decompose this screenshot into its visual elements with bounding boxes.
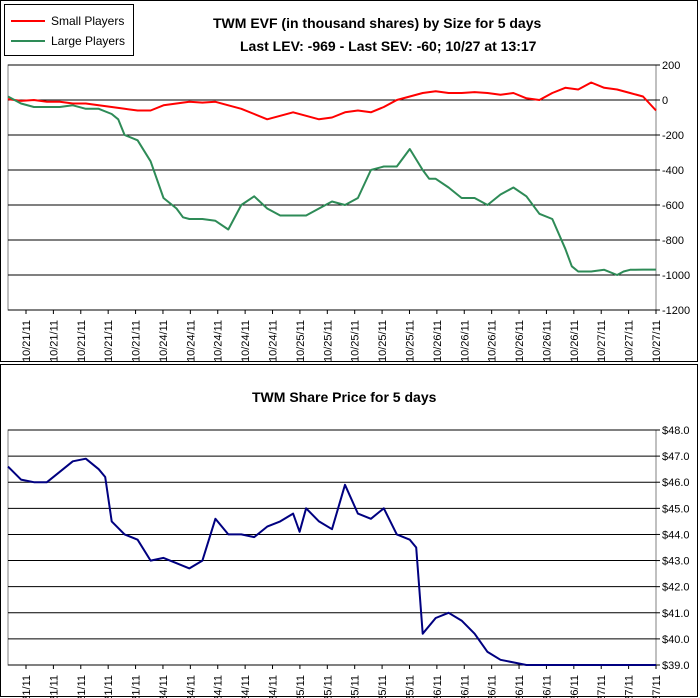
series-line — [7, 457, 656, 666]
evf-chart-plot: -1200 -1000 -800 -600 -400 -200 0 200 10/21/11 10… — [7, 60, 690, 362]
x-tick-label: 10/27/11 — [651, 675, 663, 698]
evf-chart-panel: Small Players Large Players TWM EVF (in … — [0, 0, 698, 362]
x-tick-label: 10/26/11 — [432, 675, 444, 698]
x-tick-label: 10/26/11 — [459, 320, 471, 362]
y-tick-label: $40.0 — [662, 634, 690, 646]
x-tick-label: 10/27/11 — [624, 320, 636, 362]
series-line — [7, 81, 657, 121]
x-tick-label: 10/21/11 — [21, 320, 33, 362]
y-tick-label: 0 — [662, 95, 668, 107]
chart-title: TWM EVF (in thousand shares) by Size for… — [213, 15, 542, 31]
y-tick-label: -400 — [662, 165, 684, 177]
legend-item-small-players: Small Players — [11, 13, 124, 29]
x-tick-label: 10/21/11 — [103, 675, 115, 698]
price-chart-plot: $39.0 $40.0 $41.0 $42.0 $43.0 $44.0 $45.0 $46.0… — [7, 425, 690, 698]
x-tick-label: 10/21/11 — [48, 675, 60, 698]
x-tick-label: 10/25/11 — [322, 675, 334, 698]
x-tick-label: 10/26/11 — [541, 320, 553, 362]
y-tick-label: $42.0 — [662, 582, 690, 594]
x-tick-label: 10/26/11 — [487, 675, 499, 698]
x-tick-label: 10/24/11 — [240, 675, 252, 698]
x-tick-label: 10/26/11 — [432, 320, 444, 362]
y-tick-label: $43.0 — [662, 556, 690, 568]
x-tick-label: 10/21/11 — [131, 675, 143, 698]
x-tick-label: 10/21/11 — [76, 675, 88, 698]
plot-area — [7, 64, 657, 311]
y-tick-label: $47.0 — [662, 451, 690, 463]
y-tick-label: -800 — [662, 235, 684, 247]
series-line — [7, 95, 656, 276]
x-tick-label: 10/24/11 — [158, 675, 170, 698]
x-tick-label: 10/24/11 — [268, 320, 280, 362]
x-tick-label: 10/26/11 — [541, 675, 553, 698]
y-tick-label: -200 — [662, 130, 684, 142]
x-tick-label: 10/26/11 — [569, 320, 581, 362]
legend: Small Players Large Players — [4, 4, 134, 56]
x-tick-label: 10/24/11 — [185, 675, 197, 698]
x-tick-label: 10/25/11 — [295, 320, 307, 362]
x-tick-label: 10/25/11 — [404, 320, 416, 362]
x-tick-label: 10/26/11 — [569, 675, 581, 698]
x-tick-label: 10/26/11 — [514, 675, 526, 698]
x-tick-label: 10/27/11 — [624, 675, 636, 698]
y-tick-label: 200 — [662, 60, 680, 72]
x-tick-label: 10/24/11 — [185, 320, 197, 362]
x-tick-label: 10/25/11 — [295, 675, 307, 698]
x-tick-label: 10/25/11 — [350, 675, 362, 698]
x-tick-label: 10/21/11 — [103, 320, 115, 362]
y-tick-label: $41.0 — [662, 608, 690, 620]
chart-title: TWM Share Price for 5 days — [252, 389, 437, 405]
legend-label: Small Players — [51, 14, 125, 28]
legend-item-large-players: Large Players — [11, 33, 125, 49]
legend-label: Large Players — [51, 34, 126, 48]
y-tick-label: -600 — [662, 200, 684, 212]
y-tick-label: $44.0 — [662, 529, 690, 541]
y-tick-label: $48.0 — [662, 425, 690, 437]
x-tick-label: 10/27/11 — [596, 320, 608, 362]
x-tick-label: 10/25/11 — [404, 675, 416, 698]
legend-swatch — [11, 20, 45, 22]
x-tick-label: 10/27/11 — [651, 320, 663, 362]
legend-swatch — [11, 40, 45, 42]
x-tick-label: 10/27/11 — [596, 675, 608, 698]
x-tick-label: 10/24/11 — [268, 675, 280, 698]
y-tick-label: $46.0 — [662, 477, 690, 489]
plot-area — [7, 429, 657, 666]
x-tick-label: 10/25/11 — [377, 675, 389, 698]
x-tick-label: 10/24/11 — [158, 320, 170, 362]
x-tick-label: 10/24/11 — [213, 320, 225, 362]
x-tick-label: 10/21/11 — [76, 320, 88, 362]
x-tick-label: 10/21/11 — [48, 320, 60, 362]
y-tick-label: -1000 — [662, 270, 690, 282]
x-tick-label: 10/24/11 — [213, 675, 225, 698]
y-tick-label: -1200 — [662, 305, 690, 317]
price-chart-panel: TWM Share Price for 5 days $39.0 $40.0 $41… — [0, 364, 698, 698]
x-tick-label: 10/21/11 — [21, 675, 33, 698]
chart-subtitle: Last LEV: -969 - Last SEV: -60; 10/27 at… — [240, 38, 537, 54]
x-tick-label: 10/26/11 — [487, 320, 499, 362]
x-tick-label: 10/24/11 — [240, 320, 252, 362]
x-tick-label: 10/26/11 — [514, 320, 526, 362]
y-tick-label: $39.0 — [662, 660, 690, 672]
x-tick-label: 10/26/11 — [459, 675, 471, 698]
x-tick-label: 10/25/11 — [377, 320, 389, 362]
x-tick-label: 10/25/11 — [350, 320, 362, 362]
y-tick-label: $45.0 — [662, 503, 690, 515]
x-tick-label: 10/25/11 — [322, 320, 334, 362]
x-tick-label: 10/21/11 — [131, 320, 143, 362]
